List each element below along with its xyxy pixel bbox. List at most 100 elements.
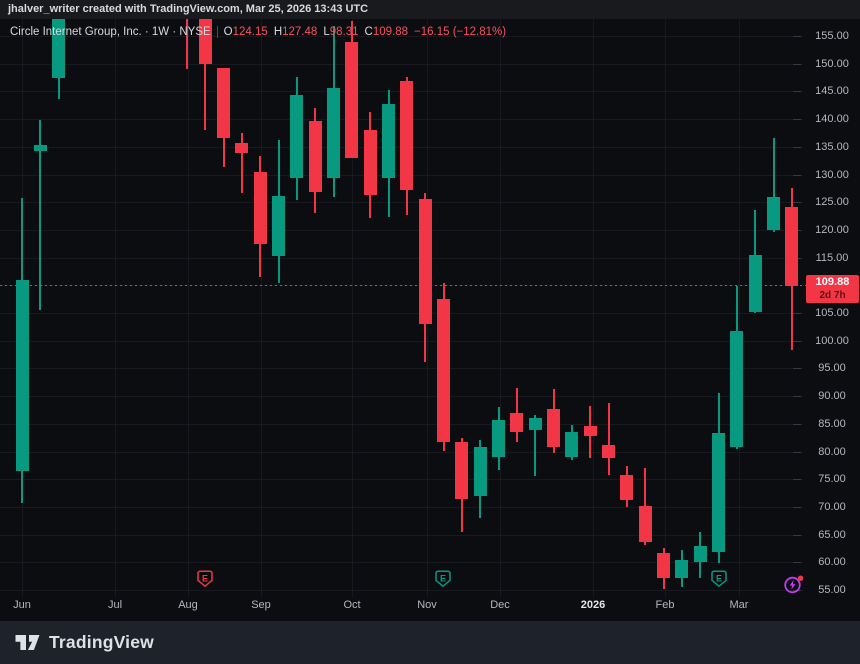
price-tick-dash bbox=[793, 479, 801, 481]
v-gridline bbox=[115, 19, 116, 597]
bottom-branding-bar: TradingView bbox=[0, 621, 860, 664]
h-gridline bbox=[0, 313, 803, 314]
candle-body bbox=[217, 68, 231, 138]
candle-wick bbox=[772, 138, 775, 233]
legend-open: O 124.15 bbox=[223, 26, 268, 38]
v-gridline bbox=[593, 19, 594, 597]
h-gridline bbox=[0, 36, 803, 37]
price-tick-label: 95.00 bbox=[818, 362, 846, 375]
candle-body bbox=[528, 418, 542, 430]
candle-body bbox=[547, 408, 561, 448]
price-tick-label: 105.00 bbox=[815, 307, 849, 319]
price-tick-dash bbox=[793, 340, 801, 342]
earnings-icon[interactable]: E bbox=[711, 570, 728, 594]
price-tick-dash bbox=[793, 202, 801, 204]
v-gridline bbox=[261, 19, 262, 597]
h-gridline bbox=[0, 396, 803, 398]
time-tick-label: Jul bbox=[107, 599, 123, 611]
h-gridline bbox=[0, 340, 803, 342]
candle-body bbox=[712, 433, 726, 553]
price-tick-label: 100.00 bbox=[815, 334, 849, 347]
boost-flash-icon[interactable] bbox=[783, 574, 805, 600]
h-gridline bbox=[0, 506, 803, 508]
candle-body bbox=[583, 426, 597, 436]
price-tick-label: 90.00 bbox=[818, 390, 846, 403]
time-tick-label: Jun bbox=[13, 599, 31, 611]
price-tick-dash bbox=[793, 174, 801, 176]
h-gridline bbox=[0, 423, 803, 425]
candle-body bbox=[638, 505, 652, 542]
current-price-dotted-line bbox=[0, 285, 806, 286]
candle-body bbox=[693, 546, 707, 563]
candle-body bbox=[455, 441, 469, 499]
price-tick-label: 135.00 bbox=[815, 140, 849, 153]
v-gridline bbox=[665, 19, 666, 597]
candle-wick bbox=[607, 403, 610, 475]
time-tick-label: 2026 bbox=[580, 599, 606, 611]
h-gridline bbox=[0, 257, 803, 259]
candle-wick bbox=[240, 132, 243, 193]
price-tick-dash bbox=[793, 313, 801, 314]
svg-text:E: E bbox=[716, 574, 722, 584]
legend-close: C 109.88 bbox=[364, 26, 409, 38]
tradingview-wordmark[interactable]: TradingView bbox=[49, 632, 154, 652]
legend-separator bbox=[216, 26, 218, 38]
legend-high: H 127.48 bbox=[273, 26, 318, 38]
time-tick-label: Oct bbox=[343, 599, 361, 611]
symbol-title[interactable]: Circle Internet Group, Inc. · 1W · NYSE bbox=[10, 26, 211, 38]
candle-wick bbox=[534, 415, 537, 477]
symbol-legend: Circle Internet Group, Inc. · 1W · NYSE … bbox=[10, 26, 506, 38]
candle-body bbox=[675, 560, 689, 579]
time-tick-label: Feb bbox=[655, 599, 675, 611]
earnings-icon[interactable]: E bbox=[435, 570, 452, 594]
time-tick-label: Nov bbox=[417, 599, 437, 611]
time-tick-label: Sep bbox=[251, 599, 271, 611]
h-gridline bbox=[0, 229, 803, 231]
last-price-value: 109.88 bbox=[815, 276, 850, 288]
candle-body bbox=[565, 432, 579, 458]
candle-body bbox=[382, 104, 396, 179]
candle-body bbox=[253, 171, 267, 244]
candle-body bbox=[272, 196, 286, 256]
earnings-icon[interactable]: E bbox=[197, 570, 214, 594]
candle-wick bbox=[39, 120, 42, 311]
price-tick-dash bbox=[793, 423, 801, 425]
h-gridline bbox=[0, 202, 803, 204]
candle-body bbox=[400, 81, 414, 190]
time-tick-label: Dec bbox=[490, 599, 510, 611]
tradingview-logo-icon[interactable] bbox=[14, 632, 41, 653]
price-tick-label: 70.00 bbox=[818, 500, 846, 513]
candlestick-plot-area[interactable] bbox=[0, 19, 806, 597]
h-gridline bbox=[0, 451, 803, 453]
candle-body bbox=[52, 19, 66, 79]
candle-body bbox=[473, 447, 487, 496]
time-tick-label: Mar bbox=[729, 599, 749, 611]
candle-body bbox=[327, 87, 341, 179]
legend-low: L 98.31 bbox=[323, 26, 359, 38]
candle-body bbox=[730, 331, 744, 447]
candle-body bbox=[290, 95, 304, 179]
h-gridline bbox=[0, 479, 803, 481]
price-tick-dash bbox=[793, 534, 801, 536]
candle-body bbox=[235, 142, 249, 154]
candle-body bbox=[437, 298, 451, 442]
time-tick-label: Aug bbox=[178, 599, 198, 611]
svg-text:E: E bbox=[440, 574, 446, 584]
price-tick-label: 80.00 bbox=[818, 445, 846, 458]
price-tick-dash bbox=[793, 36, 801, 37]
h-gridline bbox=[0, 590, 803, 591]
last-price-badge: 109.88 2d 7h bbox=[806, 275, 859, 303]
price-tick-label: 140.00 bbox=[815, 113, 849, 126]
price-tick-dash bbox=[793, 396, 801, 398]
v-gridline bbox=[739, 19, 740, 597]
candle-body bbox=[418, 198, 432, 325]
candle-body bbox=[510, 413, 524, 433]
candle-body bbox=[33, 145, 47, 152]
price-tick-dash bbox=[793, 451, 801, 453]
price-tick-label: 125.00 bbox=[815, 196, 849, 209]
candle-body bbox=[767, 197, 781, 230]
h-gridline bbox=[0, 63, 803, 65]
candle-body bbox=[345, 41, 359, 158]
candle-body bbox=[620, 474, 634, 501]
